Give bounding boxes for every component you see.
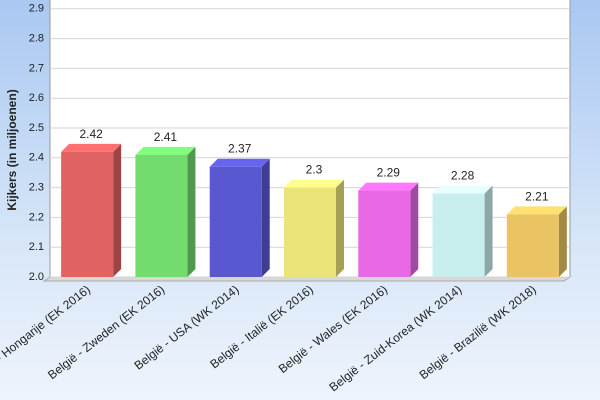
bar-top — [432, 185, 493, 194]
value-label: 2.21 — [525, 189, 549, 203]
y-tick-label: 2.6 — [29, 92, 44, 104]
bar-side — [336, 179, 344, 277]
value-label: 2.3 — [306, 163, 323, 177]
bar-side — [113, 143, 122, 277]
y-tick-label: 2.9 — [29, 3, 44, 15]
bar-top — [284, 179, 344, 188]
floor — [42, 276, 572, 282]
bar-side — [410, 182, 419, 277]
y-axis-title: Kijkers (in miljoenen) — [5, 89, 19, 210]
bar-top — [135, 146, 196, 155]
y-tick-label: 2.5 — [29, 122, 44, 134]
bar-top — [506, 206, 567, 215]
bar — [135, 154, 188, 277]
y-tick-label: 2.1 — [29, 241, 44, 253]
value-label: 2.42 — [79, 127, 103, 141]
y-tick-label: 2.8 — [29, 33, 44, 45]
bar — [358, 190, 411, 277]
x-tick-label: België - Zuid-Korea (WK 2014) — [327, 282, 465, 394]
bar-top — [61, 143, 122, 152]
value-label: 2.41 — [154, 130, 178, 144]
bar — [506, 214, 559, 277]
x-tick-label: België - Brazilië (WK 2018) — [417, 282, 539, 382]
bar-top — [358, 182, 419, 191]
x-tick-label: België - Zweden (EK 2016) — [45, 282, 167, 382]
bar — [209, 166, 262, 277]
bar-side — [484, 185, 493, 277]
value-label: 2.37 — [228, 142, 252, 156]
y-tick-label: 2.3 — [29, 182, 44, 194]
y-tick-label: 2.0 — [29, 271, 44, 283]
bar-side — [558, 206, 567, 277]
bar — [61, 151, 114, 277]
bar — [284, 187, 336, 277]
bar-top — [209, 158, 270, 167]
value-label: 2.29 — [377, 166, 401, 180]
y-tick-label: 2.4 — [29, 152, 44, 164]
y-tick-label: 2.7 — [29, 62, 44, 74]
bar — [432, 193, 485, 277]
value-label: 2.28 — [451, 169, 475, 183]
bar-side — [187, 146, 196, 277]
bar-side — [261, 158, 270, 277]
y-tick-label: 2.2 — [29, 211, 44, 223]
